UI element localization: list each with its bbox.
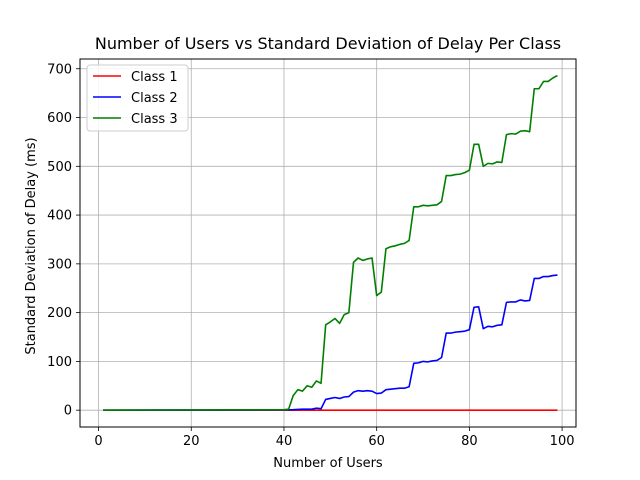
legend-label-class-2: Class 2 (131, 91, 178, 106)
y-tick-label: 100 (47, 355, 72, 370)
legend-box (86, 64, 189, 132)
x-axis-label: Number of Users (273, 456, 383, 471)
x-tick-label: 40 (276, 434, 293, 449)
y-tick-label: 300 (47, 257, 72, 272)
legend-label-class-1: Class 1 (131, 70, 178, 85)
y-tick-label: 200 (47, 306, 72, 321)
x-tick-label: 20 (183, 434, 200, 449)
x-tick-label: 80 (461, 434, 478, 449)
plot-area-frame (79, 58, 577, 428)
x-tick-label: 0 (94, 434, 102, 449)
chart-title: Number of Users vs Standard Deviation of… (95, 34, 561, 53)
y-tick-label: 0 (64, 404, 72, 419)
y-tick-label: 600 (47, 111, 72, 126)
grid-lines (80, 59, 576, 427)
x-tick-label: 100 (550, 434, 575, 449)
series-line-class-3 (103, 74, 558, 411)
legend: Class 1 Class 2 Class 3 (86, 64, 189, 132)
y-tick-label: 400 (47, 209, 72, 224)
series-lines (103, 74, 558, 411)
axis-ticks: 0 20 40 60 80 100 0 100 200 300 400 500 600 700 (47, 62, 574, 449)
y-tick-label: 700 (47, 62, 72, 77)
y-axis-label: Standard Deviation of Delay (ms) (24, 137, 39, 354)
x-tick-label: 60 (368, 434, 385, 449)
legend-label-class-3: Class 3 (131, 112, 178, 127)
y-tick-label: 500 (47, 160, 72, 175)
series-line-class-2 (103, 274, 558, 411)
